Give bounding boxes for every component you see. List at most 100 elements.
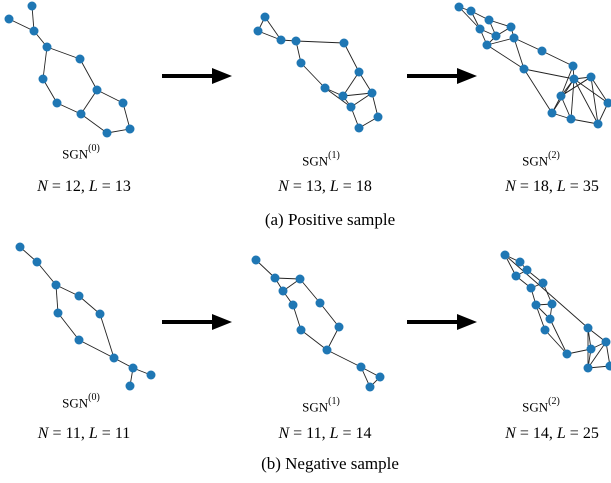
- graph-node: [92, 85, 102, 95]
- graph-node: [568, 61, 578, 71]
- arrow-head: [457, 314, 477, 330]
- graph-node: [605, 361, 611, 371]
- graph-edge: [342, 71, 360, 97]
- graph-node: [547, 108, 557, 118]
- graph-edge: [78, 295, 101, 315]
- graph-node: [354, 123, 364, 133]
- arrows-layer: [162, 68, 477, 330]
- graph-node: [491, 31, 501, 41]
- graph-node: [125, 381, 135, 391]
- graph-edge: [326, 349, 362, 368]
- graph-node: [102, 128, 112, 138]
- stat-label-neg-0: N = 11, L = 11: [37, 425, 131, 442]
- caption-positive: (a) Positive sample: [264, 210, 396, 229]
- graph-edge: [324, 87, 352, 108]
- graph-node: [74, 335, 84, 345]
- graph-node: [125, 124, 135, 134]
- graph-node: [583, 363, 593, 373]
- graph-edge: [299, 278, 321, 304]
- graph-edge: [300, 62, 326, 89]
- arrow-neg-1: [162, 314, 232, 330]
- graph-node: [526, 283, 536, 293]
- graph-node: [51, 280, 61, 290]
- graph-node: [315, 298, 325, 308]
- graph-node: [566, 114, 576, 124]
- graph-edge: [560, 76, 592, 97]
- graph-node: [278, 286, 288, 296]
- graph-node: [475, 24, 485, 34]
- graph-edge: [523, 68, 553, 114]
- arrow-head: [212, 68, 232, 84]
- sgn-label-neg-2: SGN(2): [522, 396, 560, 415]
- graph-edge: [573, 78, 609, 104]
- graph-node: [4, 14, 14, 24]
- sgn-label-pos-0: SGN(0): [62, 143, 100, 162]
- graph-edge: [80, 89, 98, 115]
- graph-node: [354, 67, 364, 77]
- graph-edge: [80, 113, 108, 134]
- graph-edge: [560, 65, 574, 97]
- graph-node: [511, 271, 521, 281]
- graph-node: [75, 54, 85, 64]
- graph-edge: [319, 302, 340, 328]
- stat-label-neg-2: N = 14, L = 25: [505, 425, 599, 442]
- graph-node: [74, 291, 84, 301]
- graph-edge: [513, 37, 543, 52]
- graph-node: [128, 363, 138, 373]
- graph-node: [522, 265, 532, 275]
- graph-node: [339, 38, 349, 48]
- graph-node: [291, 36, 301, 46]
- graph-node: [29, 26, 39, 36]
- graph-neg-0: [15, 242, 156, 391]
- graph-neg-2: [500, 250, 611, 373]
- graph-edge: [36, 261, 57, 286]
- graph-edge: [570, 78, 575, 120]
- graph-pos-2: [454, 2, 611, 129]
- graph-edge: [523, 68, 575, 80]
- graph-node: [334, 322, 344, 332]
- graph-node: [322, 345, 332, 355]
- graph-node: [53, 308, 63, 318]
- graph-edge: [549, 318, 568, 355]
- graph-edge: [99, 313, 115, 359]
- graph-node: [260, 12, 270, 22]
- graph-node: [540, 325, 550, 335]
- arrow-neg-2: [407, 314, 477, 330]
- graph-node: [601, 337, 611, 347]
- graph-node: [482, 40, 492, 50]
- graph-edge: [96, 89, 124, 104]
- sgn-label-neg-1: SGN(1): [302, 396, 340, 415]
- graph-node: [365, 382, 375, 392]
- stat-label-pos-0: N = 12, L = 13: [37, 178, 131, 195]
- graph-node: [38, 74, 48, 84]
- graph-node: [519, 64, 529, 74]
- graph-node: [500, 250, 510, 260]
- graph-node: [288, 300, 298, 310]
- arrow-pos-1: [162, 68, 232, 84]
- graph-node: [27, 1, 37, 11]
- graph-edge: [544, 329, 568, 355]
- graph-edge: [295, 40, 345, 44]
- graph-node: [484, 15, 494, 25]
- graph-edge: [570, 118, 599, 125]
- arrow-head: [212, 314, 232, 330]
- graph-node: [515, 257, 525, 267]
- graph-edge: [458, 6, 481, 30]
- stat-label-pos-2: N = 18, L = 35: [505, 178, 599, 195]
- graph-node: [320, 83, 330, 93]
- graph-node: [537, 46, 547, 56]
- graph-node: [270, 273, 280, 283]
- graph-node: [586, 344, 596, 354]
- graph-edge: [42, 78, 58, 104]
- graph-node: [593, 119, 603, 129]
- graph-edge: [300, 329, 328, 351]
- graph-node: [251, 255, 261, 265]
- graph-edge: [504, 254, 589, 329]
- graph-node: [118, 98, 128, 108]
- graph-node: [547, 299, 557, 309]
- graph-edge: [264, 16, 282, 41]
- graph-edge: [486, 37, 515, 46]
- stat-label-pos-1: N = 13, L = 18: [278, 178, 372, 195]
- graph-edge: [342, 92, 373, 97]
- graph-node: [296, 325, 306, 335]
